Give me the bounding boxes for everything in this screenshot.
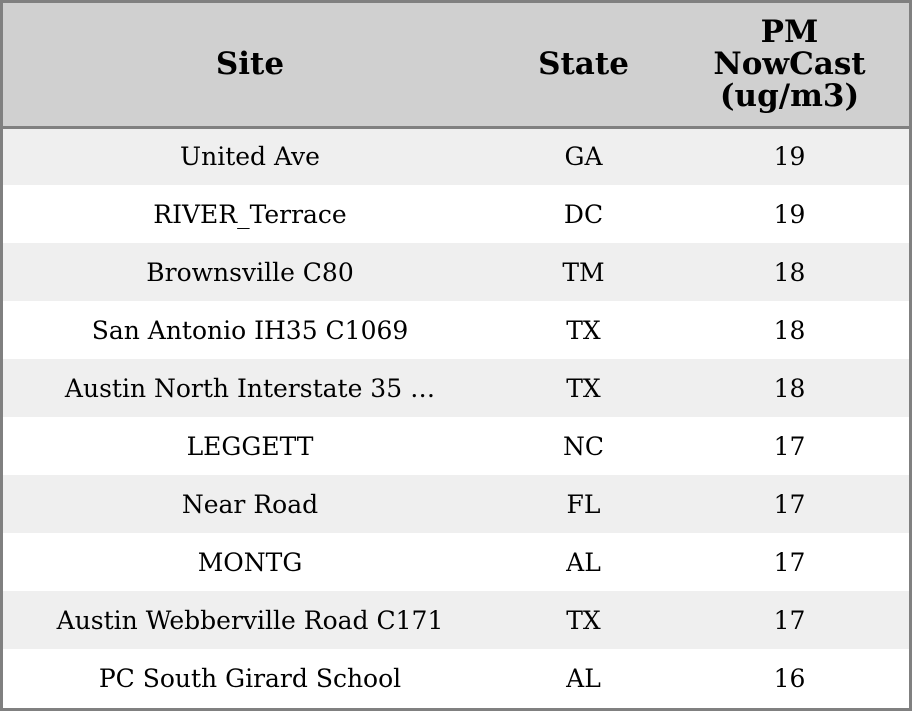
cell-site: RIVER_Terrace: [153, 199, 347, 229]
cell-pm-value: 17: [773, 605, 806, 635]
cell-state: TM: [562, 257, 605, 287]
cell-state: GA: [564, 142, 603, 172]
header-site: Site: [3, 3, 497, 129]
cell-pm-value: 19: [773, 142, 806, 172]
cell-pm-value: 17: [773, 489, 806, 519]
cell-site: United Ave: [180, 142, 320, 172]
table-header: Site State PM NowCast (ug/m3): [3, 3, 909, 129]
table-row: Austin Webberville Road C171 TX 17: [3, 591, 909, 649]
cell-state: DC: [563, 199, 604, 229]
cell-site: MONTG: [197, 547, 303, 577]
pm-nowcast-table: Site State PM NowCast (ug/m3) United Ave…: [3, 3, 909, 707]
table-row: Brownsville C80 TM 18: [3, 243, 909, 301]
table-row: Austin North Interstate 35 … TX 18: [3, 359, 909, 417]
cell-state: NC: [562, 431, 604, 461]
cell-state: AL: [566, 547, 601, 577]
header-pm-line-1: PM: [760, 14, 819, 51]
cell-site: PC South Girard School: [98, 663, 402, 693]
cell-site: Austin Webberville Road C171: [56, 605, 444, 635]
cell-state: TX: [566, 315, 601, 345]
cell-pm-value: 18: [773, 257, 806, 287]
table-row: LEGGETT NC 17: [3, 417, 909, 475]
cell-pm-value: 17: [773, 431, 806, 461]
cell-site: Brownsville C80: [146, 257, 354, 287]
header-state: State: [497, 3, 670, 129]
cell-site: Near Road: [181, 489, 319, 519]
table-row: RIVER_Terrace DC 19: [3, 185, 909, 243]
header-site-line: Site: [215, 46, 285, 83]
cell-site: Austin North Interstate 35 …: [64, 373, 436, 403]
cell-site: San Antonio IH35 C1069: [91, 315, 409, 345]
table-row: PC South Girard School AL 16: [3, 649, 909, 707]
header-pm-line-2: NowCast: [713, 46, 866, 83]
cell-pm-value: 17: [773, 547, 806, 577]
cell-state: AL: [566, 663, 601, 693]
table-row: MONTG AL 17: [3, 533, 909, 591]
header-state-line: State: [538, 46, 629, 83]
header-pm-line-3: (ug/m3): [719, 78, 860, 115]
cell-pm-value: 18: [773, 315, 806, 345]
cell-state: FL: [566, 489, 601, 519]
cell-pm-value: 19: [773, 199, 806, 229]
table-row: Near Road FL 17: [3, 475, 909, 533]
cell-pm-value: 18: [773, 373, 806, 403]
cell-pm-value: 16: [773, 663, 806, 693]
header-row: Site State PM NowCast (ug/m3): [3, 3, 909, 129]
table-row: San Antonio IH35 C1069 TX 18: [3, 301, 909, 359]
cell-state: TX: [566, 605, 601, 635]
header-pm-nowcast: PM NowCast (ug/m3): [670, 3, 909, 129]
cell-site: LEGGETT: [186, 431, 314, 461]
table-row: United Ave GA 19: [3, 127, 909, 185]
cell-state: TX: [566, 373, 601, 403]
table-body: United Ave GA 19 RIVER_Terrace DC 19 Bro…: [3, 127, 909, 707]
